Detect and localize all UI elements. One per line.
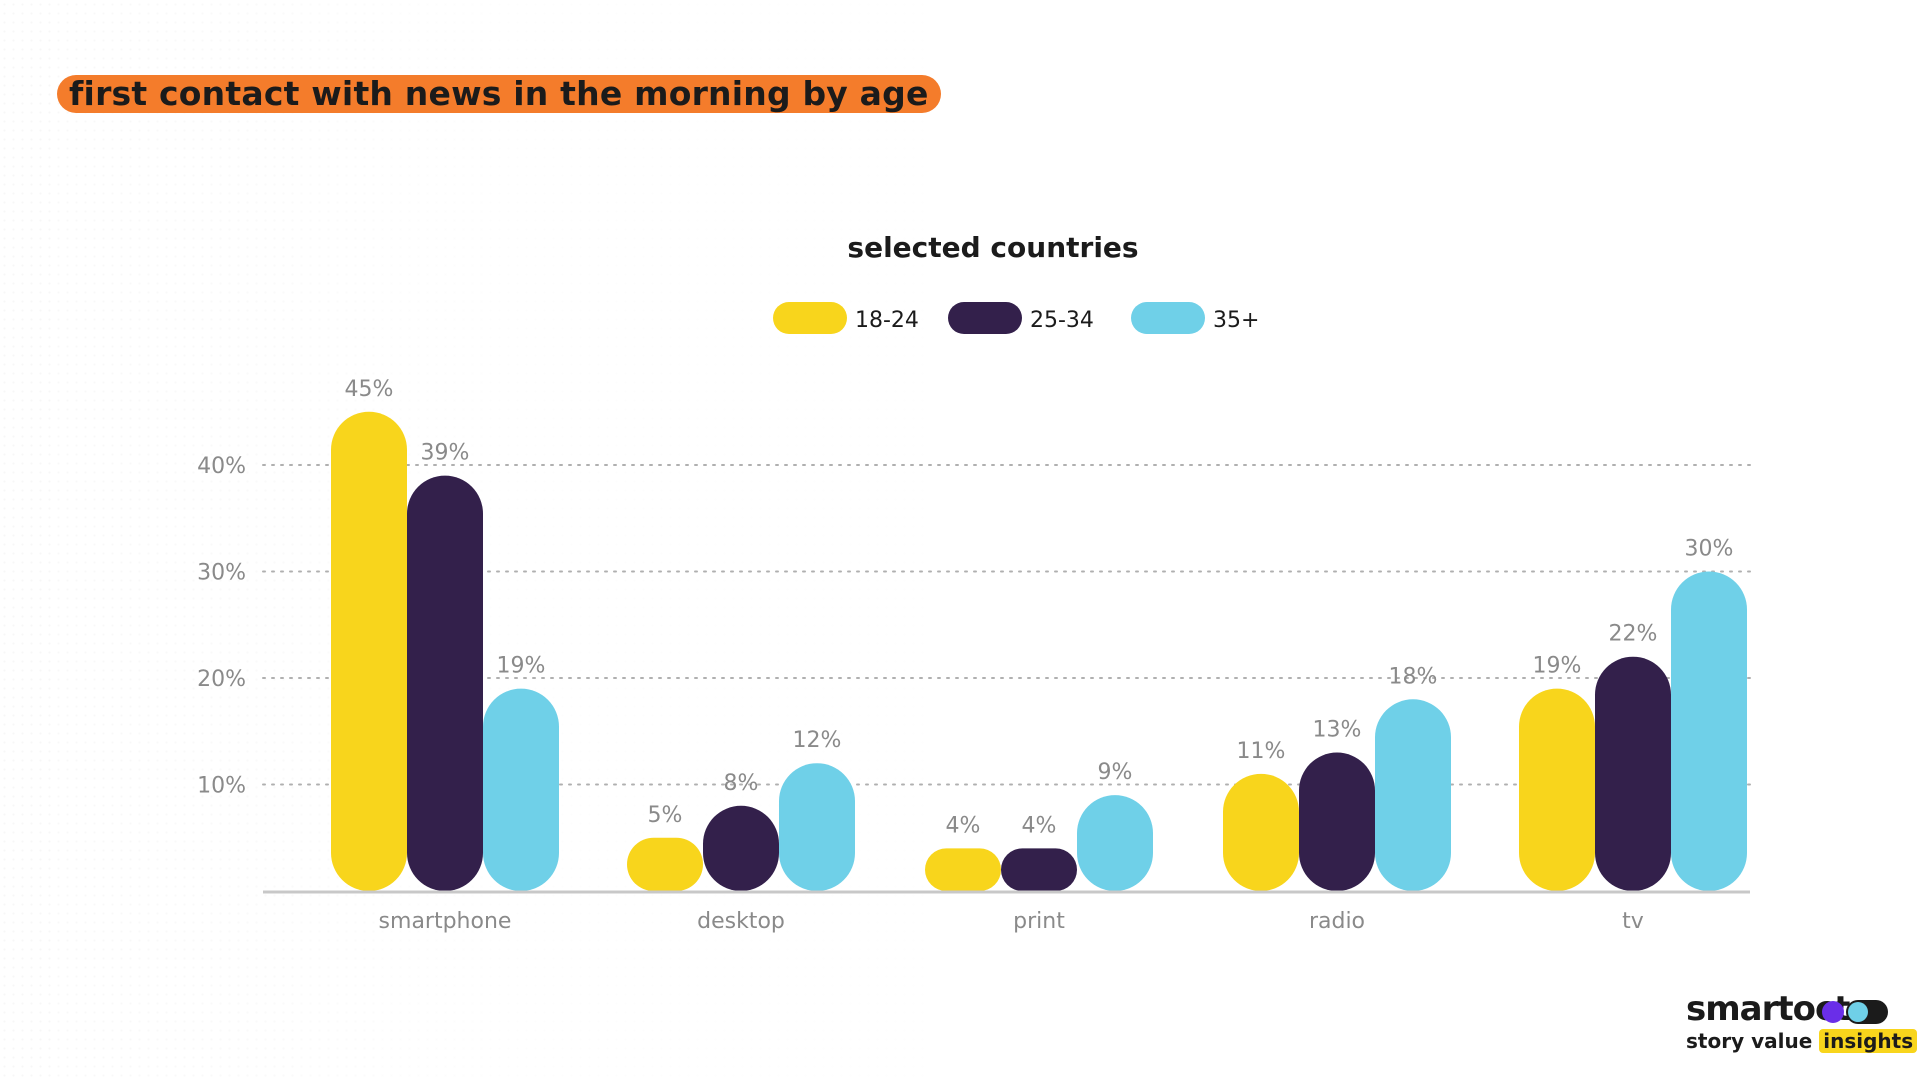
x-axis: smartphone desktop print radio tv (263, 890, 1750, 934)
data-label-print-2: 4% (1022, 813, 1057, 838)
y-tick-label: 20% (197, 667, 246, 692)
y-tick-label: 30% (197, 561, 246, 586)
legend-swatch-1 (773, 302, 847, 334)
smartocto-logo: smartoct story value insights (1686, 992, 1918, 1054)
chart-bars (331, 411, 1747, 891)
chart-grid: 10% 20% 30% 40% (197, 454, 1751, 799)
logo-dot-icon (1822, 1001, 1844, 1023)
logo-toggle-icon (1846, 1000, 1888, 1024)
bar-tv-1 (1519, 688, 1595, 891)
data-label-print-3: 9% (1098, 760, 1133, 785)
x-tick-label-radio: radio (1309, 909, 1365, 934)
logo-tagline-highlight: insights (1819, 1029, 1918, 1053)
data-label-tv-3: 30% (1685, 537, 1734, 562)
x-tick-label-smartphone: smartphone (379, 909, 512, 934)
x-tick-label-tv: tv (1622, 909, 1644, 934)
chart-legend: 18-24 25-34 35+ (773, 302, 1259, 334)
x-tick-label-desktop: desktop (697, 909, 785, 934)
legend-label-2: 25-34 (1030, 308, 1094, 333)
data-label-desktop-2: 8% (724, 771, 759, 796)
data-label-smartphone-1: 45% (345, 377, 394, 402)
bar-print-1 (925, 848, 1001, 891)
logo-tagline-text: story value (1686, 1029, 1813, 1053)
bar-desktop-1 (627, 837, 703, 891)
x-tick-label-print: print (1013, 909, 1065, 934)
bar-radio-1 (1223, 773, 1299, 891)
chart-data-labels: 45% 39% 19% 5% 8% 12% 4% 4% 9% 11% 13% 18% 19% 22% 30% (345, 377, 1734, 839)
chart-title: selected countries (847, 231, 1138, 264)
y-tick-label: 40% (197, 454, 246, 479)
data-label-smartphone-3: 19% (497, 654, 546, 679)
legend-swatch-3 (1131, 302, 1205, 334)
bar-radio-3 (1375, 699, 1451, 891)
data-label-desktop-1: 5% (648, 803, 683, 828)
bar-desktop-2 (703, 805, 779, 891)
bar-tv-2 (1595, 656, 1671, 891)
bar-desktop-3 (779, 763, 855, 891)
bar-smartphone-1 (331, 411, 407, 891)
data-label-tv-1: 19% (1533, 654, 1582, 679)
bar-print-3 (1077, 795, 1153, 891)
logo-toggle-knob (1848, 1002, 1868, 1022)
data-label-print-1: 4% (946, 813, 981, 838)
logo-tagline: story value insights (1686, 1028, 1918, 1054)
bar-radio-2 (1299, 752, 1375, 891)
data-label-radio-3: 18% (1389, 664, 1438, 689)
data-label-tv-2: 22% (1609, 622, 1658, 647)
bar-smartphone-2 (407, 475, 483, 891)
bar-smartphone-3 (483, 688, 559, 891)
data-label-radio-1: 11% (1237, 739, 1286, 764)
bar-print-2 (1001, 848, 1077, 891)
y-tick-label: 10% (197, 774, 246, 799)
page-title: first contact with news in the morning b… (57, 75, 941, 113)
data-label-radio-2: 13% (1313, 718, 1362, 743)
data-label-desktop-3: 12% (793, 728, 842, 753)
legend-label-1: 18-24 (855, 308, 919, 333)
bar-tv-3 (1671, 571, 1747, 891)
data-label-smartphone-2: 39% (421, 441, 470, 466)
legend-swatch-2 (948, 302, 1022, 334)
legend-label-3: 35+ (1213, 308, 1259, 333)
